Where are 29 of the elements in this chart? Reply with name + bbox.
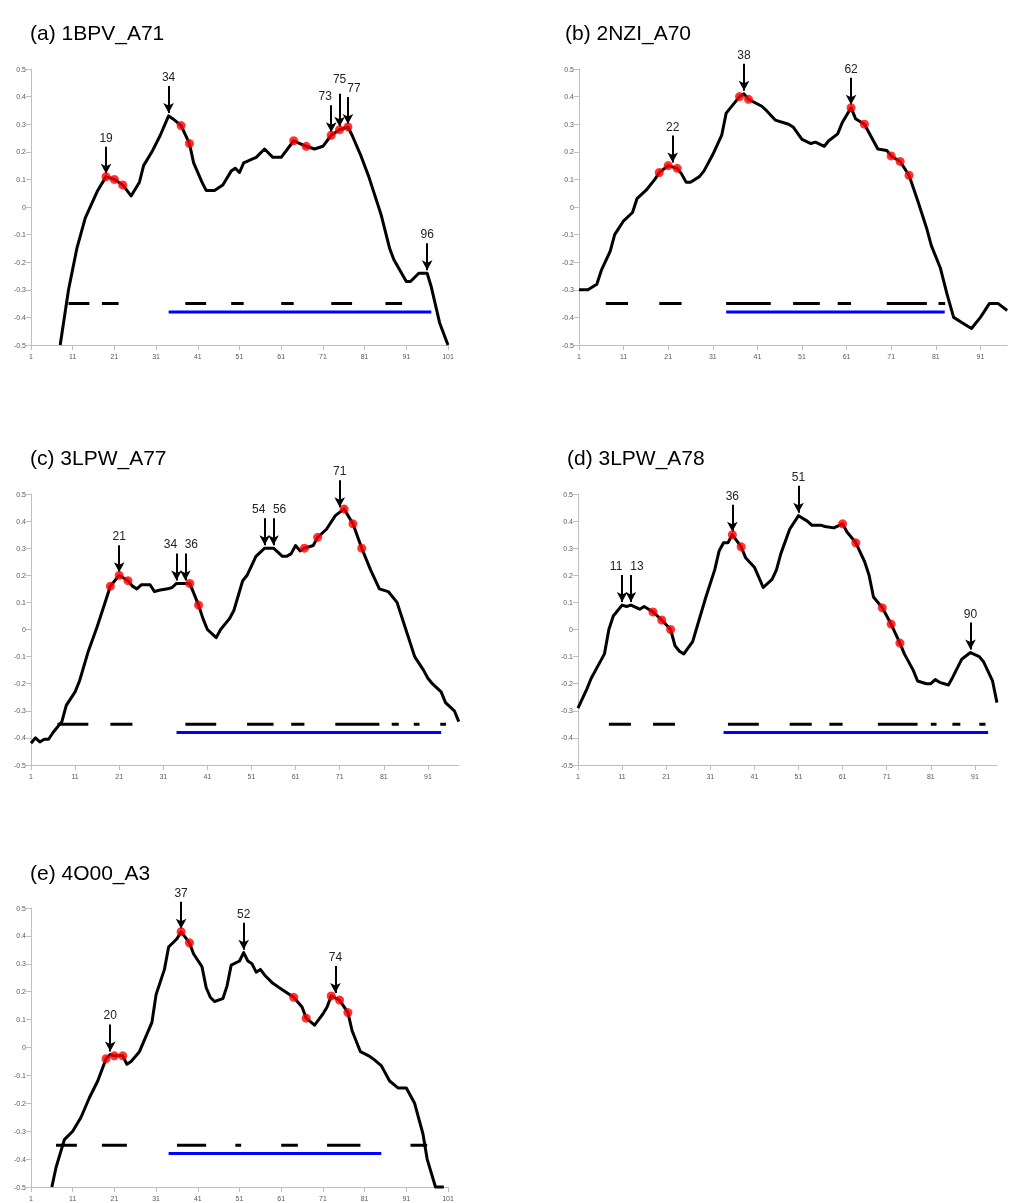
annotation: 19 [99, 130, 114, 145]
chart-title: (c) 3LPW_A77 [30, 446, 167, 470]
annotation: 62 [844, 61, 859, 76]
annotation: 22 [665, 119, 680, 134]
annotation: 52 [236, 906, 251, 921]
annotation: 11 [609, 559, 623, 574]
chart-title: (a) 1BPV_A71 [30, 21, 165, 45]
annotation: 56 [272, 502, 287, 517]
annotation: 13 [630, 559, 644, 574]
annotation: 20 [103, 1008, 118, 1023]
annotation: 51 [791, 469, 806, 484]
annotation: 36 [725, 488, 740, 503]
annotation: 96 [420, 227, 435, 242]
annotation: 38 [737, 47, 752, 62]
annotation: 74 [328, 949, 343, 964]
annotation: 77 [347, 80, 361, 95]
chart-title: (d) 3LPW_A78 [567, 446, 705, 470]
annotation: 34 [163, 537, 178, 552]
annotation: 37 [174, 885, 189, 900]
chart-title: (e) 4O00_A3 [30, 861, 151, 885]
annotation: 90 [963, 606, 978, 621]
chart-title: (b) 2NZI_A70 [565, 21, 692, 45]
annotation: 71 [333, 464, 347, 479]
annotation: 54 [252, 502, 266, 517]
annotation: 75 [332, 71, 347, 86]
annotation: 73 [318, 89, 333, 104]
annotation: 21 [112, 529, 127, 544]
annotation: 34 [161, 69, 176, 84]
annotation: 36 [184, 537, 199, 552]
